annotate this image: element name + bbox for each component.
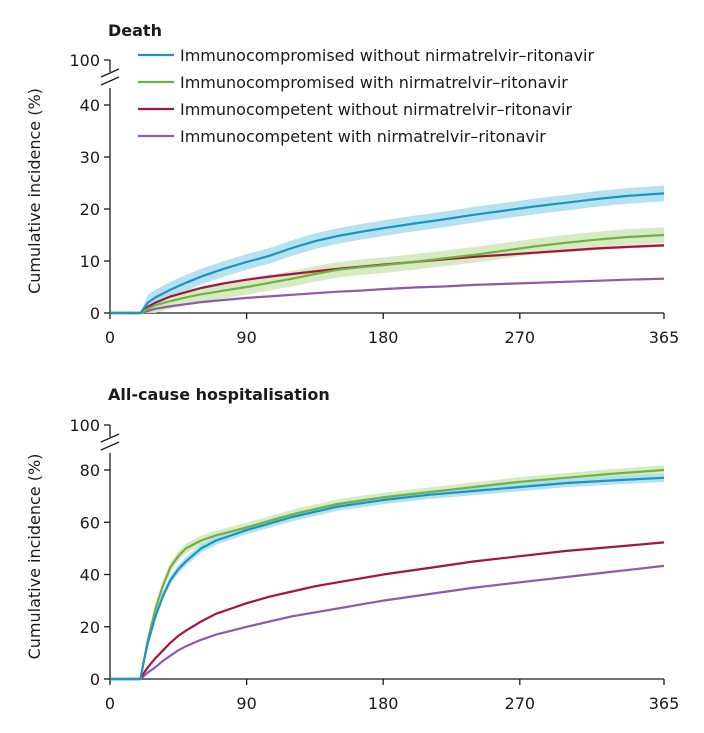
axis-break-mark — [100, 68, 120, 78]
panel-title: All-cause hospitalisation — [108, 385, 330, 404]
panel-title: Death — [108, 21, 162, 40]
x-tick-label: 180 — [368, 694, 399, 713]
axis-break-mark — [100, 76, 120, 86]
legend-item: Immunocompromised without nirmatrelvir–r… — [138, 46, 594, 65]
x-tick-label: 180 — [368, 328, 399, 347]
y-tick-label: 20 — [80, 200, 100, 219]
legend-item: Immunocompetent without nirmatrelvir–rit… — [138, 100, 572, 119]
x-tick-label: 365 — [649, 328, 680, 347]
series-line — [110, 233, 665, 315]
legend-item: Immunocompetent with nirmatrelvir–ritona… — [138, 127, 546, 146]
x-tick-label: 270 — [505, 328, 536, 347]
x-tick-label: 270 — [505, 694, 536, 713]
y-axis-label: Cumulative incidence (%) — [25, 88, 44, 294]
x-tick-label: 90 — [236, 328, 256, 347]
y-tick-label: 100 — [69, 416, 100, 435]
x-tick-label: 90 — [236, 694, 256, 713]
series-line — [110, 192, 665, 315]
legend-item: Immunocompromised with nirmatrelvir–rito… — [138, 73, 568, 92]
y-tick-label: 10 — [80, 252, 100, 271]
y-axis-label: Cumulative incidence (%) — [25, 454, 44, 660]
series-line — [110, 476, 665, 681]
ci-band — [110, 541, 664, 679]
y-tick-label: 0 — [90, 304, 100, 323]
ci-band — [110, 564, 664, 679]
y-tick-label: 40 — [80, 96, 100, 115]
y-tick-label: 0 — [90, 670, 100, 689]
series-line — [110, 244, 665, 315]
y-tick-label: 20 — [80, 618, 100, 637]
y-tick-label: 80 — [80, 461, 100, 480]
y-tick-label: 30 — [80, 148, 100, 167]
x-tick-label: 365 — [649, 694, 680, 713]
series-line — [110, 564, 665, 681]
panel-death: Death Cumulative incidence (%) 100 0 10 20 30 4… — [25, 21, 679, 347]
legend-label: Immunocompromised with nirmatrelvir–rito… — [180, 73, 568, 92]
ci-band — [110, 227, 664, 313]
legend-label: Immunocompetent without nirmatrelvir–rit… — [180, 100, 572, 119]
legend-label: Immunocompetent with nirmatrelvir–ritona… — [180, 127, 546, 146]
y-tick-label: 100 — [69, 51, 100, 70]
series-line — [110, 277, 665, 315]
axis-break-mark — [100, 441, 120, 451]
x-tick-label: 0 — [105, 328, 115, 347]
legend-label: Immunocompromised without nirmatrelvir–r… — [180, 46, 594, 65]
y-tick-label: 60 — [80, 513, 100, 532]
panel-hospitalisation: All-cause hospitalisation Cumulative inci… — [25, 385, 679, 713]
legend: Immunocompromised without nirmatrelvir–r… — [138, 46, 594, 146]
axis-break-mark — [100, 433, 120, 443]
series-line — [110, 468, 665, 681]
y-tick-label: 40 — [80, 566, 100, 585]
x-tick-label: 0 — [105, 694, 115, 713]
series-line — [110, 541, 665, 681]
